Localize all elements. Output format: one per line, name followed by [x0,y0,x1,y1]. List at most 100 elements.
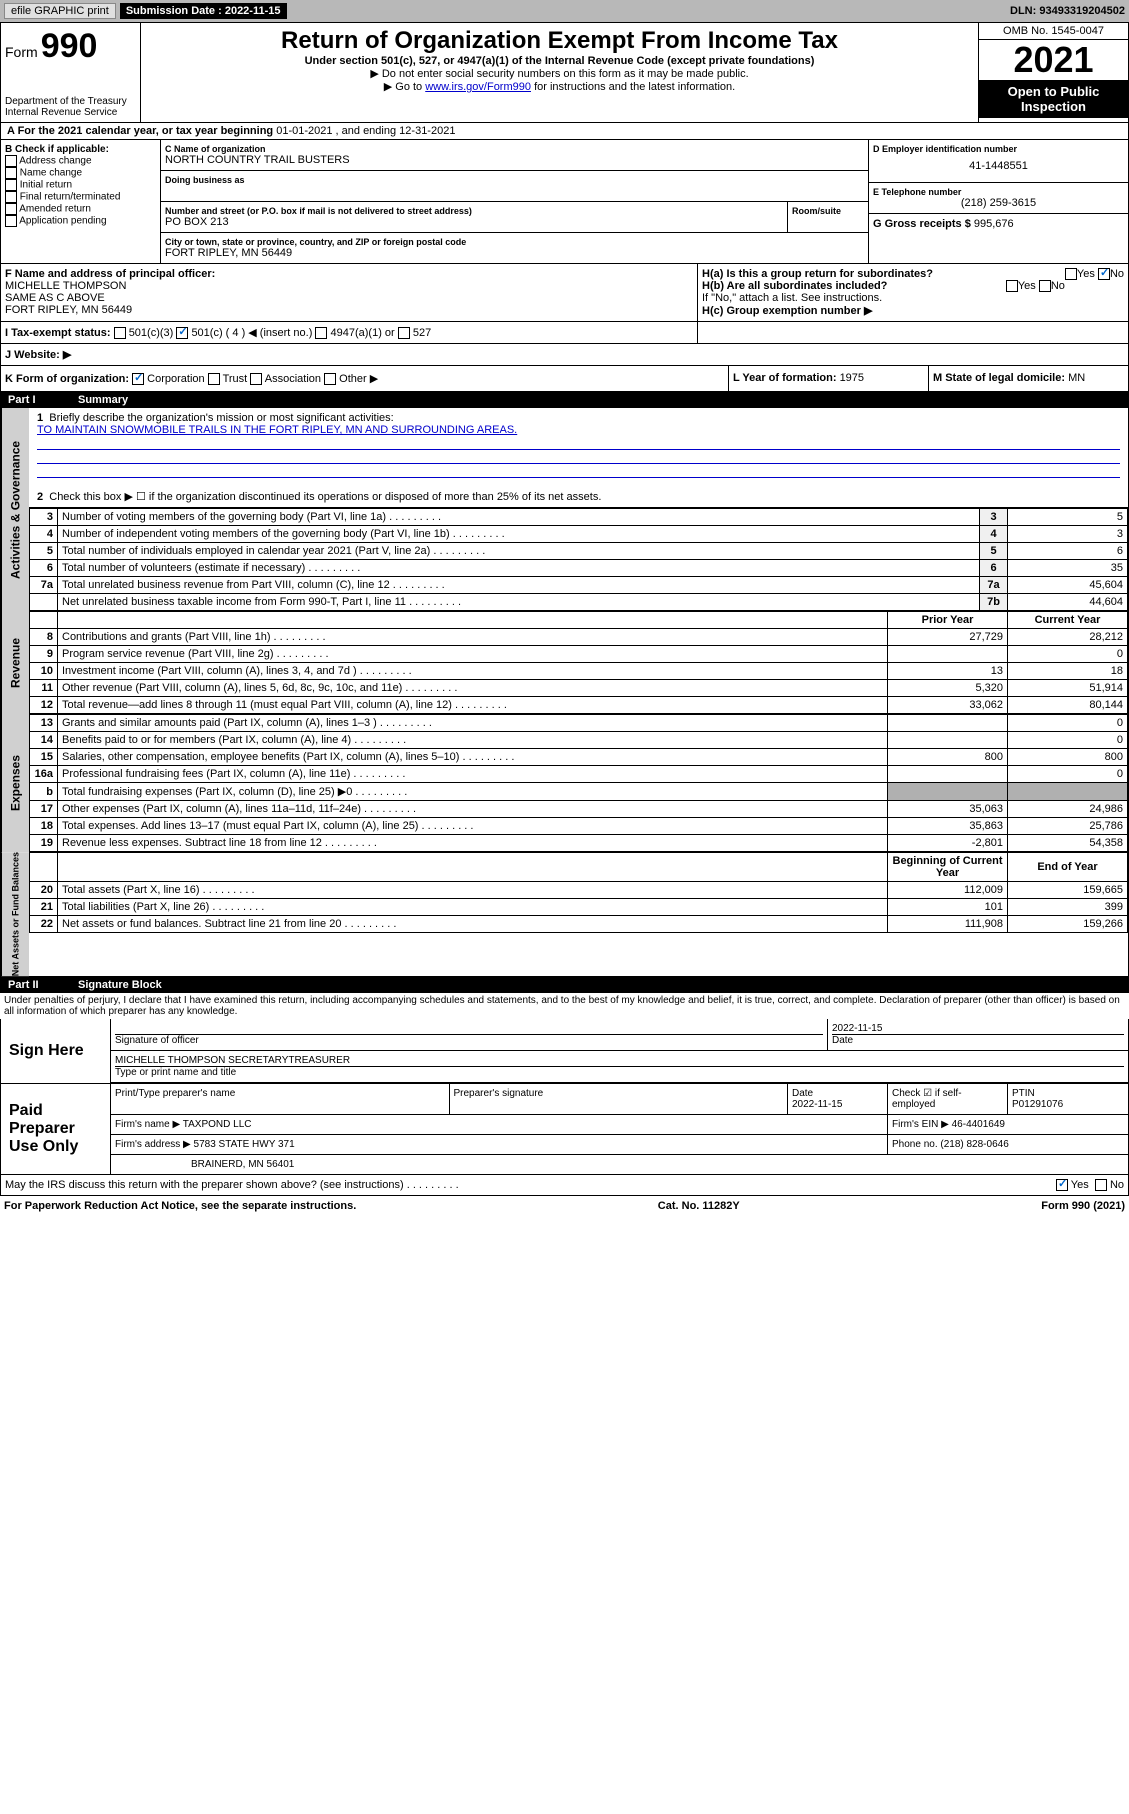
table-row: 3Number of voting members of the governi… [30,509,1128,526]
part2-header: Part II Signature Block [0,977,1129,993]
officer-name: MICHELLE THOMPSON [5,280,126,292]
chk-initial-return[interactable]: Initial return [5,179,156,191]
tax-year: 2021 [979,40,1128,80]
chk-association[interactable] [250,373,262,385]
efile-button[interactable]: efile GRAPHIC print [4,3,116,19]
sign-here-label: Sign Here [1,1019,111,1083]
vlabel-revenue: Revenue [1,611,29,714]
chk-self-employed[interactable]: Check ☑ if self-employed [888,1084,1008,1114]
tax-period: A For the 2021 calendar year, or tax yea… [1,123,1128,140]
hb-yes[interactable] [1006,280,1018,292]
table-row: 9Program service revenue (Part VIII, lin… [30,646,1128,663]
chk-amended-return[interactable]: Amended return [5,203,156,215]
submission-date: Submission Date : 2022-11-15 [120,3,287,19]
table-row: 4Number of independent voting members of… [30,526,1128,543]
table-row: bTotal fundraising expenses (Part IX, co… [30,783,1128,801]
discuss-no[interactable] [1095,1179,1107,1191]
firm-addr2: BRAINERD, MN 56401 [191,1159,294,1170]
box-l: L Year of formation: 1975 [728,366,928,391]
omb-number: OMB No. 1545-0047 [979,23,1128,40]
note-link: ▶ Go to www.irs.gov/Form990 for instruct… [145,80,974,93]
chk-application-pending[interactable]: Application pending [5,215,156,227]
table-row: 14Benefits paid to or for members (Part … [30,732,1128,749]
chk-501c[interactable] [176,327,188,339]
form-number: 990 [41,27,98,65]
vlabel-expenses: Expenses [1,714,29,852]
open-inspection: Open to Public Inspection [979,80,1128,118]
table-row: 11Other revenue (Part VIII, column (A), … [30,680,1128,697]
chk-name-change[interactable]: Name change [5,167,156,179]
table-row: 20Total assets (Part X, line 16)112,0091… [30,882,1128,899]
chk-address-change[interactable]: Address change [5,155,156,167]
table-row: 8Contributions and grants (Part VIII, li… [30,629,1128,646]
dept-treasury: Department of the Treasury [5,96,136,107]
chk-final-return[interactable]: Final return/terminated [5,191,156,203]
table-row: 10Investment income (Part VIII, column (… [30,663,1128,680]
firm-phone: (218) 828-0646 [940,1139,1008,1150]
top-toolbar: efile GRAPHIC print Submission Date : 20… [0,0,1129,22]
table-row: 22Net assets or fund balances. Subtract … [30,916,1128,933]
period-end: 12-31-2021 [399,125,455,137]
table-row: 5Total number of individuals employed in… [30,543,1128,560]
governance-table: 3Number of voting members of the governi… [29,508,1128,611]
table-row: 15Salaries, other compensation, employee… [30,749,1128,766]
gross-receipts: 995,676 [974,218,1014,230]
box-f: F Name and address of principal officer:… [1,264,698,321]
vlabel-netassets: Net Assets or Fund Balances [1,852,29,976]
hb-no[interactable] [1039,280,1051,292]
chk-corporation[interactable] [132,373,144,385]
table-row: 18Total expenses. Add lines 13–17 (must … [30,818,1128,835]
ha-yes[interactable] [1065,268,1077,280]
vlabel-governance: Activities & Governance [1,408,29,611]
table-row: 16aProfessional fundraising fees (Part I… [30,766,1128,783]
chk-501c3[interactable] [114,327,126,339]
box-c: C Name of organization NORTH COUNTRY TRA… [161,140,868,263]
form-header: Form 990 Department of the Treasury Inte… [0,22,1129,123]
firm-name: TAXPOND LLC [183,1119,252,1130]
sig-date: 2022-11-15 [832,1023,882,1034]
table-row: 6Total number of volunteers (estimate if… [30,560,1128,577]
revenue-table: Prior Year Current Year 8Contributions a… [29,611,1128,714]
box-d: D Employer identification number 41-1448… [868,140,1128,263]
org-street: PO BOX 213 [165,216,783,228]
ein: 41-1448551 [873,154,1124,178]
period-begin: 01-01-2021 [276,125,332,137]
chk-4947[interactable] [315,327,327,339]
box-b: B Check if applicable: Address change Na… [1,140,161,263]
table-row: 7aTotal unrelated business revenue from … [30,577,1128,594]
irs-link[interactable]: www.irs.gov/Form990 [425,81,531,93]
sig-officer-label: Signature of officer [115,1034,823,1046]
phone: (218) 259-3615 [873,197,1124,209]
org-city: FORT RIPLEY, MN 56449 [165,247,864,259]
chk-527[interactable] [398,327,410,339]
box-i: I Tax-exempt status: 501(c)(3) 501(c) ( … [1,322,698,343]
discuss-yes[interactable] [1056,1179,1068,1191]
table-row: 19Revenue less expenses. Subtract line 1… [30,835,1128,852]
table-row: Net unrelated business taxable income fr… [30,594,1128,611]
chk-trust[interactable] [208,373,220,385]
firm-ein: 46-4401649 [952,1119,1005,1130]
table-row: 17Other expenses (Part IX, column (A), l… [30,801,1128,818]
mission-text[interactable]: TO MAINTAIN SNOWMOBILE TRAILS IN THE FOR… [37,424,517,436]
table-row: 12Total revenue—add lines 8 through 11 (… [30,697,1128,714]
box-hc-detail [698,322,1128,343]
org-name: NORTH COUNTRY TRAIL BUSTERS [165,154,864,166]
irs-label: Internal Revenue Service [5,107,136,118]
chk-other[interactable] [324,373,336,385]
box-h: H(a) Is this a group return for subordin… [698,264,1128,321]
box-m: M State of legal domicile: MN [928,366,1128,391]
box-j: J Website: ▶ [1,343,1128,365]
netassets-table: Beginning of Current Year End of Year 20… [29,852,1128,933]
dln: DLN: 93493319204502 [1010,5,1125,17]
part1-header: Part I Summary [0,392,1129,408]
form-title: Return of Organization Exempt From Incom… [145,27,974,55]
penalty-text: Under penalties of perjury, I declare th… [0,993,1129,1019]
note-ssn: ▶ Do not enter social security numbers o… [145,67,974,80]
officer-typed-name: MICHELLE THOMPSON SECRETARYTREASURER [115,1055,350,1066]
table-row: 21Total liabilities (Part X, line 26)101… [30,899,1128,916]
mission-block: 1 Briefly describe the organization's mi… [29,408,1128,508]
ha-no[interactable] [1098,268,1110,280]
expenses-table: 13Grants and similar amounts paid (Part … [29,714,1128,852]
paid-preparer-label: Paid Preparer Use Only [1,1084,111,1174]
form-subtitle: Under section 501(c), 527, or 4947(a)(1)… [145,55,974,67]
